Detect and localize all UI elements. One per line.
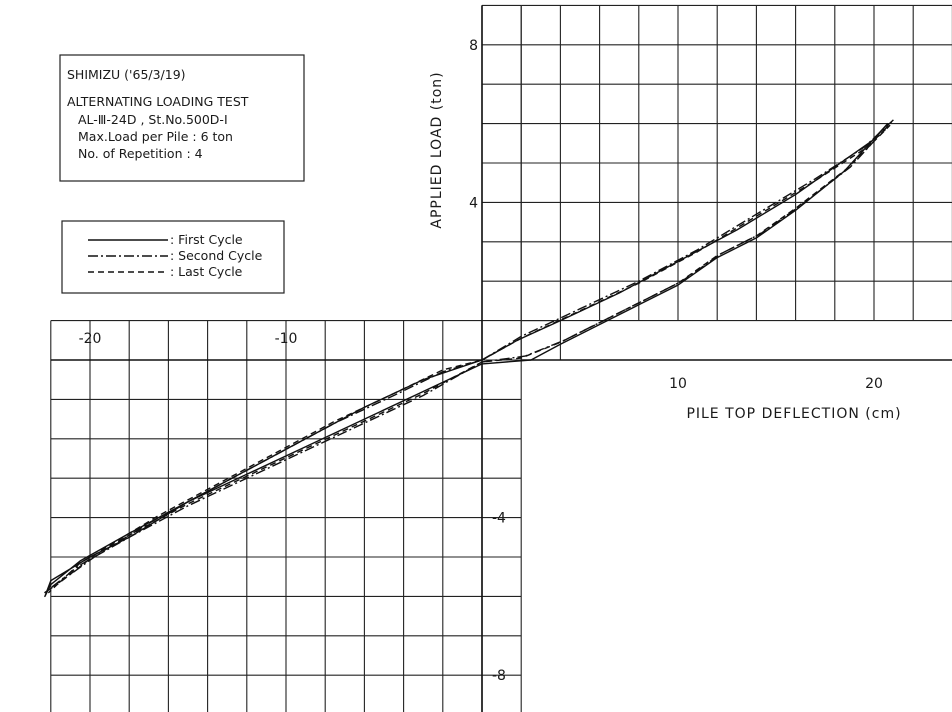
- x-tick-label: 10: [669, 376, 687, 392]
- x-tick-label: -20: [79, 331, 102, 347]
- y-tick-label: -8: [492, 668, 506, 684]
- chart-tick-labels: -20 -10 10 20 8 4 -4 -8: [79, 38, 883, 684]
- info-box-frame: [59, 54, 305, 182]
- legend-label-first: : First Cycle: [170, 232, 243, 247]
- series-line-2: [44, 119, 895, 594]
- info-line-4: Max.Load per Pile : 6 ton: [78, 129, 233, 144]
- info-line-5: No. of Repetition : 4: [78, 146, 203, 161]
- info-box: SHIMIZU ('65/3/19) ALTERNATING LOADING T…: [59, 54, 305, 182]
- series-line-1: [44, 122, 889, 598]
- info-line-2: ALTERNATING LOADING TEST: [67, 94, 249, 109]
- info-line-3: AL-Ⅲ-24D , St.No.500D-I: [78, 112, 228, 127]
- y-tick-label: 8: [469, 38, 478, 54]
- legend-box: : First Cycle : Second Cycle : Last Cycl…: [61, 220, 285, 294]
- y-tick-label: 4: [469, 195, 478, 211]
- legend-label-last: : Last Cycle: [170, 264, 243, 279]
- legend-frame: [61, 220, 285, 294]
- legend-label-second: : Second Cycle: [170, 248, 263, 263]
- y-tick-label: -4: [492, 511, 506, 527]
- y-axis-label: APPLIED LOAD (ton): [429, 71, 445, 228]
- info-line-1: SHIMIZU ('65/3/19): [67, 67, 186, 82]
- series-line-3: [48, 124, 891, 594]
- x-tick-label: -10: [275, 331, 298, 347]
- x-axis-label: PILE TOP DEFLECTION (cm): [686, 406, 901, 422]
- x-tick-label: 20: [865, 376, 883, 392]
- chart-series: [44, 119, 895, 598]
